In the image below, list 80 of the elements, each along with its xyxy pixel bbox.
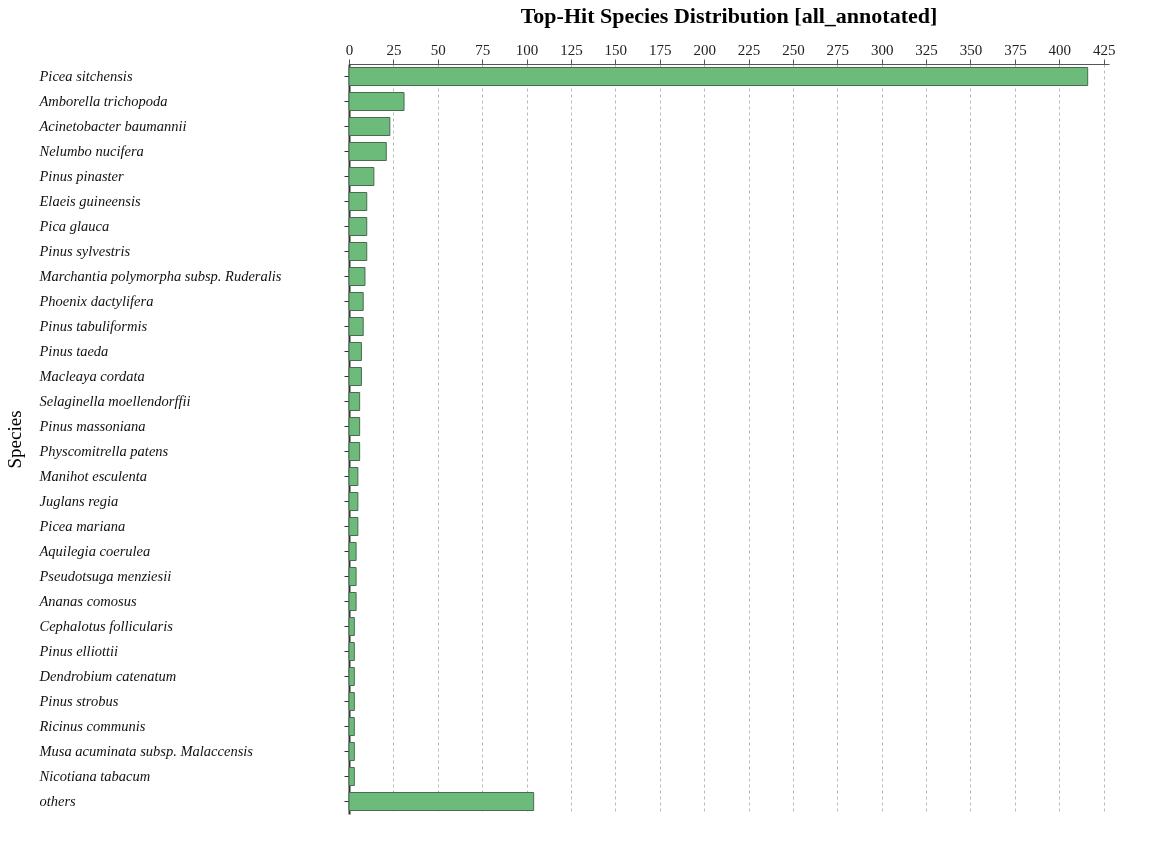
bar (348, 767, 355, 786)
bar (348, 92, 405, 111)
y-tick-label: Nicotiana tabacum (38, 767, 151, 784)
x-tick-label: 350 (959, 41, 983, 58)
bar (348, 467, 359, 486)
bar (348, 142, 387, 161)
x-tick-label: 375 (1004, 41, 1027, 58)
x-tick-label: 175 (649, 41, 672, 58)
y-tick-label: Pinus pinaster (38, 167, 125, 184)
bar (348, 742, 355, 761)
y-tick-label: Phoenix dactylifera (38, 292, 154, 309)
x-tick-label: 50 (430, 41, 446, 58)
y-tick-label: Pseudotsuga menziesii (38, 567, 172, 584)
bar (348, 292, 364, 311)
chart-title: Top-Hit Species Distribution [all_annotated] (520, 3, 938, 28)
y-tick-label: Musa acuminata subsp. Malaccensis (38, 742, 254, 759)
y-tick-label: Ananas comosus (38, 592, 137, 609)
y-tick-label: Selaginella moellendorffii (39, 392, 191, 409)
x-tick-label: 25 (386, 41, 402, 58)
bar (348, 667, 355, 686)
bar (348, 442, 361, 461)
y-tick-label: Juglans regia (39, 492, 119, 509)
bar (348, 242, 368, 261)
y-tick-label: Ricinus communis (38, 717, 146, 734)
bar (348, 517, 359, 536)
y-tick-label: Picea mariana (38, 517, 126, 534)
bar (348, 692, 355, 711)
x-tick-label: 300 (870, 41, 894, 58)
bar (348, 167, 375, 186)
bar (348, 67, 1089, 86)
x-tick-label: 425 (1092, 41, 1116, 58)
x-tick-label: 225 (737, 41, 761, 58)
y-tick-label: Cephalotus follicularis (39, 617, 174, 634)
bar (348, 717, 355, 736)
y-tick-label: Aquilegia coerulea (38, 542, 151, 559)
bar (348, 592, 357, 611)
x-tick-label: 100 (515, 41, 539, 58)
y-tick-label: Picea sitchensis (38, 67, 133, 84)
bar (348, 642, 355, 661)
y-tick-label: Dendrobium catenatum (38, 667, 177, 684)
y-tick-label: Pinus elliottii (38, 642, 119, 659)
y-tick-label: Pica glauca (38, 217, 110, 234)
y-tick-label: Physcomitrella patens (38, 442, 169, 459)
y-tick-label: Pinus massoniana (38, 417, 146, 434)
x-tick-label: 325 (915, 41, 938, 58)
y-tick-label: Manihot esculenta (38, 467, 148, 484)
bar (348, 317, 364, 336)
y-tick-label: Marchantia polymorpha subsp. Ruderalis (38, 267, 282, 284)
bar (348, 392, 361, 411)
bar (348, 367, 362, 386)
bar (348, 192, 368, 211)
y-tick-label: Elaeis guineensis (38, 192, 141, 209)
bar (348, 417, 361, 436)
y-tick-label: Pinus strobus (38, 692, 119, 709)
x-tick-label: 400 (1048, 41, 1072, 58)
y-tick-label: Pinus sylvestris (38, 242, 131, 259)
y-tick-label: others (39, 792, 77, 809)
bar (348, 792, 535, 811)
x-tick-label: 125 (560, 41, 583, 58)
y-tick-label: Pinus taeda (38, 342, 109, 359)
y-axis-title: Species (3, 410, 25, 469)
bar (348, 492, 359, 511)
bar (348, 267, 366, 286)
x-tick-label: 75 (475, 41, 491, 58)
x-tick-label: 275 (826, 41, 850, 58)
bar (348, 567, 357, 586)
y-tick-label: Macleaya cordata (38, 367, 145, 384)
bar (348, 617, 355, 636)
y-tick-label: Pinus tabuliformis (38, 317, 148, 334)
bar (348, 217, 368, 236)
x-tick-label: 200 (693, 41, 716, 58)
y-tick-label: Acinetobacter baumannii (38, 117, 187, 134)
bar (348, 542, 357, 561)
y-tick-label: Nelumbo nucifera (38, 142, 144, 159)
bar (348, 342, 362, 361)
bar (348, 117, 391, 136)
x-tick-label: 150 (604, 41, 628, 58)
y-tick-label: Amborella trichopoda (38, 92, 168, 109)
x-tick-label: 250 (782, 41, 805, 58)
x-tick-label: 0 (345, 41, 354, 58)
